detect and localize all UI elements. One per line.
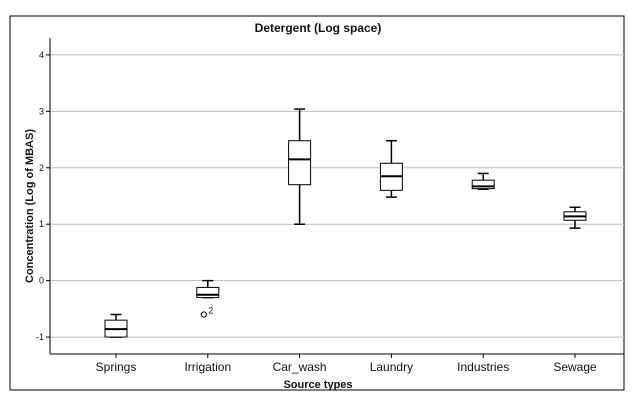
y-tick-label: 2 [39,163,44,173]
x-axis-title: Source types [283,379,352,391]
chart-title: Detergent (Log space) [255,21,382,35]
iqr-box [471,179,495,190]
y-axis-title: Concentration (Log of MBAS) [24,129,36,283]
y-tick-label: 4 [39,50,44,60]
box-car-wash [288,108,312,225]
box-industries [471,172,495,190]
iqr-box [196,286,220,299]
chart-outer-frame [9,15,625,391]
x-tick-label: Car_wash [273,360,327,374]
outlier-label: 2 [208,306,213,316]
gridlines [50,54,624,338]
x-tick-label: Laundry [370,360,413,374]
outlier-point [200,311,207,318]
y-tick-label: -1 [36,332,44,342]
x-tick-label: Springs [96,360,137,374]
box-irrigation [196,279,220,299]
x-tick-label: Industries [457,360,509,374]
box-springs [104,313,128,338]
box-laundry [379,139,403,198]
y-tick-label: 0 [39,276,44,286]
y-tick-label: 3 [39,106,44,116]
box-sewage [563,206,587,229]
x-tick-label: Sewage [553,360,597,374]
iqr-box [288,140,312,186]
y-tick-label: 1 [39,219,44,229]
axes: -1 0 1 2 3 4 Springs Irrigation Car_wash Laundry I… [36,38,624,374]
boxes: 2 [104,108,587,338]
x-tick-label: Irrigation [184,360,231,374]
